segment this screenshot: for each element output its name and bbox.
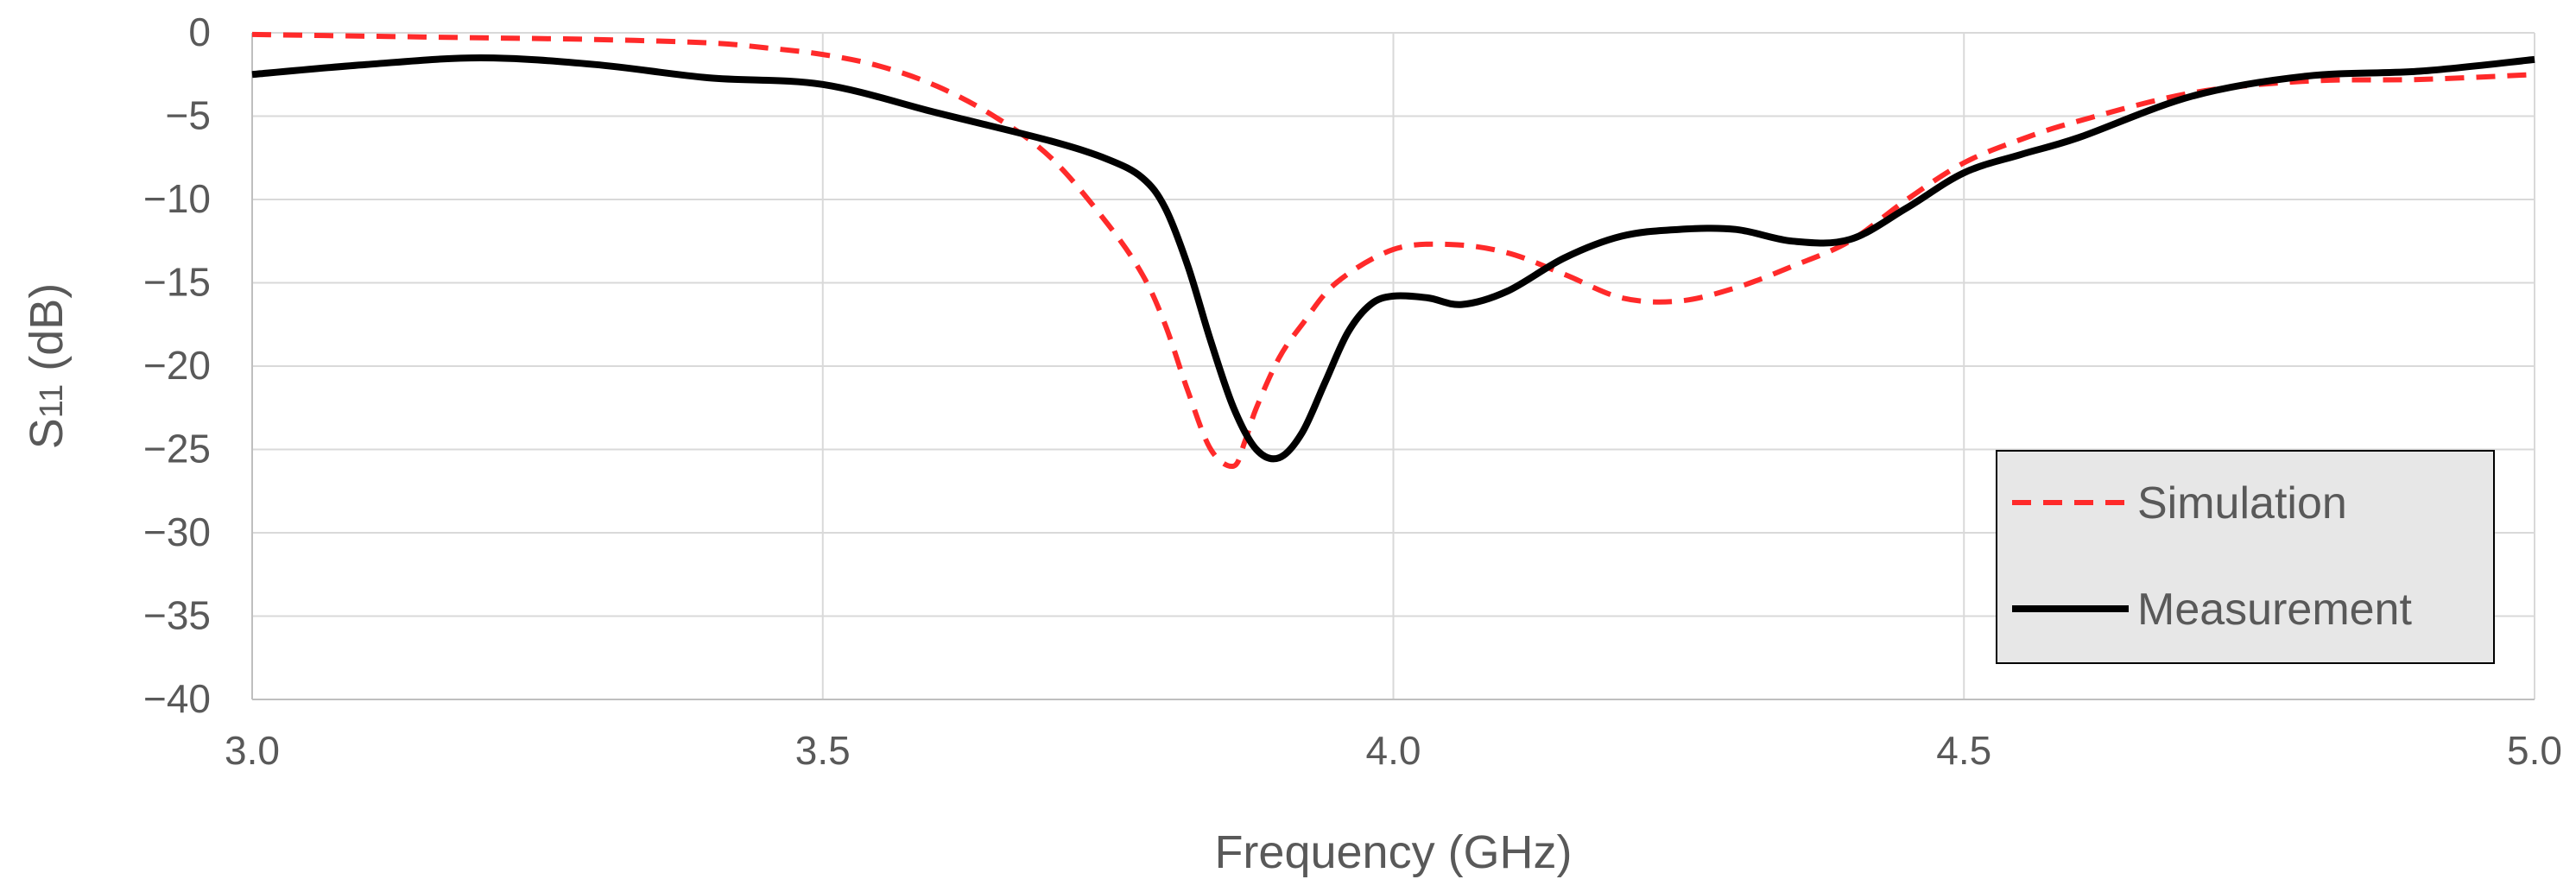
y-axis-title-subscript: 11 <box>34 384 70 418</box>
x-tick-label: 5.0 <box>2507 728 2562 773</box>
series-line-simulation <box>251 31 2535 470</box>
legend-label-measurement: Measurement <box>2137 585 2412 635</box>
x-tick-label: 3.0 <box>225 728 280 773</box>
legend: Simulation Measurement <box>1996 450 2495 664</box>
y-axis-title-main: S <box>21 418 73 449</box>
y-tick-label: −20 <box>143 343 211 388</box>
axes <box>251 33 2535 700</box>
legend-box <box>1996 450 2495 664</box>
y-axis-title: S11 (dB) <box>21 283 73 450</box>
y-axis-title-unit: (dB) <box>21 283 73 384</box>
y-tick-label: −15 <box>143 260 211 305</box>
x-tick-label: 3.5 <box>795 728 851 773</box>
series-lines <box>251 31 2535 470</box>
legend-label-simulation: Simulation <box>2137 478 2347 528</box>
y-tick-label: −40 <box>143 676 211 721</box>
x-tick-labels: 3.0 3.5 4.0 4.5 5.0 <box>225 728 2562 773</box>
y-tick-labels: 0 −5 −10 −15 −20 −25 −30 −35 −40 <box>143 9 211 721</box>
x-tick-label: 4.5 <box>1936 728 1991 773</box>
y-tick-label: −25 <box>143 427 211 471</box>
y-tick-label: −10 <box>143 176 211 221</box>
x-tick-label: 4.0 <box>1366 728 1421 773</box>
y-tick-label: 0 <box>188 9 211 54</box>
y-tick-label: −5 <box>166 93 211 138</box>
y-tick-label: −30 <box>143 509 211 554</box>
x-axis-title: Frequency (GHz) <box>1214 826 1572 878</box>
y-tick-label: −35 <box>143 593 211 638</box>
series-line-measurement <box>251 54 2535 463</box>
